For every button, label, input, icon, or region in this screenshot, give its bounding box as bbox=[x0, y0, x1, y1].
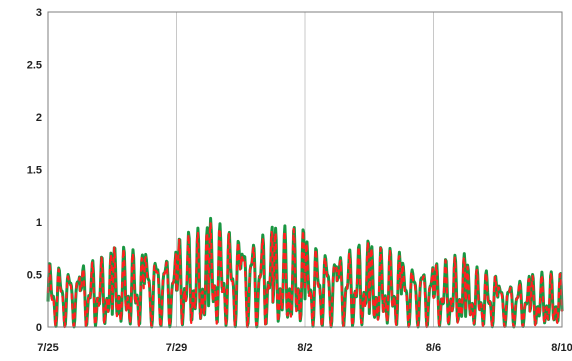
y-tick-label: 2 bbox=[36, 112, 42, 124]
x-tick-label: 7/25 bbox=[37, 342, 58, 354]
x-tick-label: 8/6 bbox=[426, 342, 441, 354]
plot-frame bbox=[47, 11, 563, 328]
x-axis: 7/25 7/29 8/2 8/6 8/10 bbox=[37, 342, 572, 354]
x-tick-label: 7/29 bbox=[166, 342, 187, 354]
series-line-red bbox=[46, 222, 564, 329]
y-tick-label: 1 bbox=[36, 217, 42, 229]
y-axis: 0 0.5 1 1.5 2 2.5 3 bbox=[27, 7, 42, 334]
y-tick-label: 2.5 bbox=[27, 60, 42, 72]
y-tick-label: 3 bbox=[36, 7, 42, 19]
y-tick-label: 0.5 bbox=[27, 270, 42, 282]
x-tick-label: 8/10 bbox=[551, 342, 572, 354]
series-group bbox=[46, 216, 564, 329]
y-tick-label: 1.5 bbox=[27, 165, 42, 177]
y-tick-label: 0 bbox=[36, 322, 42, 334]
x-tick-label: 8/2 bbox=[297, 342, 312, 354]
